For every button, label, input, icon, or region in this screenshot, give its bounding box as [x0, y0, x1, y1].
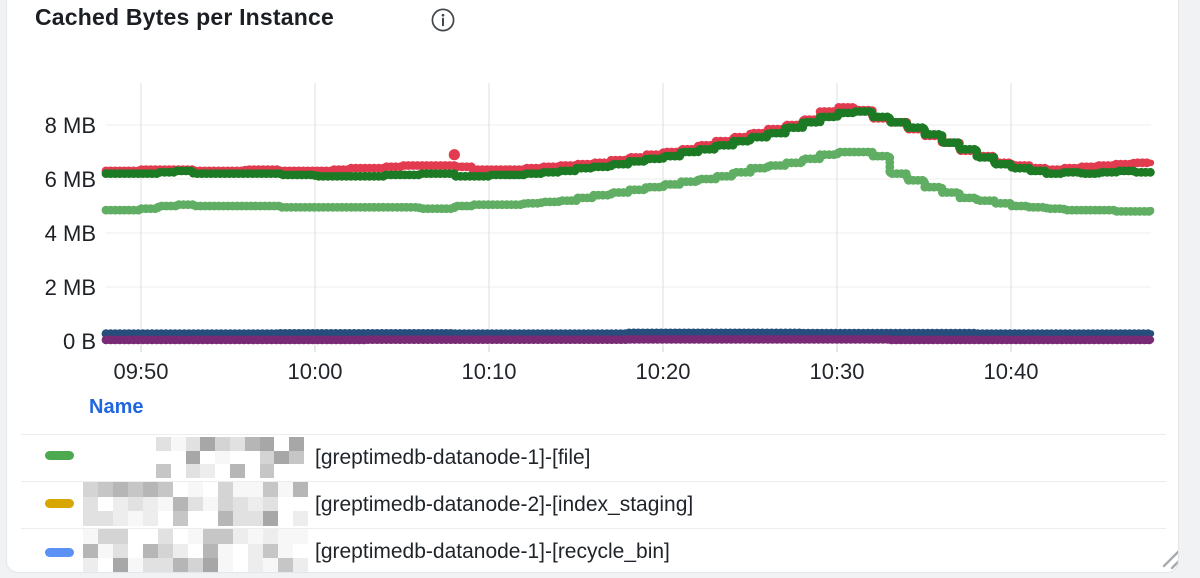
x-tick-1020: 10:20 — [635, 359, 690, 384]
chart-panel: Cached Bytes per Instance 8 MB 6 MB 4 MB… — [6, 0, 1179, 573]
legend-divider — [21, 481, 1166, 482]
y-tick-2mb: 2 MB — [45, 275, 96, 300]
y-tick-0b: 0 B — [63, 329, 96, 354]
y-tick-4mb: 4 MB — [45, 221, 96, 246]
panel-title: Cached Bytes per Instance — [35, 4, 335, 30]
y-tick-8mb: 8 MB — [45, 113, 96, 138]
info-icon[interactable] — [430, 7, 456, 33]
legend-column-name[interactable]: Name — [89, 396, 144, 418]
y-tick-6mb: 6 MB — [45, 167, 96, 192]
legend-divider — [21, 434, 1166, 435]
legend-row-index-staging[interactable]: [greptimedb-datanode-2]-[index_staging] — [21, 481, 1166, 528]
legend-label[interactable]: [greptimedb-datanode-1]-[file] — [315, 446, 591, 469]
legend-row-file[interactable]: [greptimedb-datanode-1]-[file] — [21, 434, 1166, 481]
legend-divider — [21, 528, 1166, 529]
x-tick-1030: 10:30 — [809, 359, 864, 384]
legend-row-recycle-bin[interactable]: [greptimedb-datanode-1]-[recycle_bin] — [21, 528, 1166, 572]
series-color-dash — [45, 548, 74, 557]
x-tick-1040: 10:40 — [983, 359, 1038, 384]
legend-label[interactable]: [greptimedb-datanode-1]-[recycle_bin] — [315, 540, 670, 563]
panel-resize-handle[interactable] — [1159, 543, 1178, 571]
series-color-dash — [45, 451, 74, 460]
legend-label[interactable]: [greptimedb-datanode-2]-[index_staging] — [315, 493, 694, 516]
redacted-text-mosaic — [83, 529, 308, 572]
x-tick-1010: 10:10 — [461, 359, 516, 384]
x-tick-0950: 09:50 — [113, 359, 168, 384]
redacted-text-mosaic — [83, 482, 308, 526]
x-tick-1000: 10:00 — [287, 359, 342, 384]
chart-plot-area[interactable] — [106, 83, 1151, 346]
series-color-dash — [45, 499, 74, 508]
redacted-text-mosaic — [156, 437, 304, 478]
